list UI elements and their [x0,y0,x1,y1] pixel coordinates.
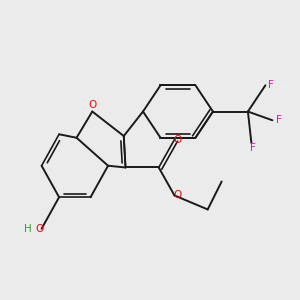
Text: F: F [268,80,274,90]
Text: F: F [250,143,256,153]
Text: O: O [174,190,182,200]
Text: O: O [36,224,44,234]
Text: H: H [24,224,32,234]
Text: O: O [88,100,96,110]
Text: F: F [276,115,282,125]
Text: O: O [174,134,182,145]
